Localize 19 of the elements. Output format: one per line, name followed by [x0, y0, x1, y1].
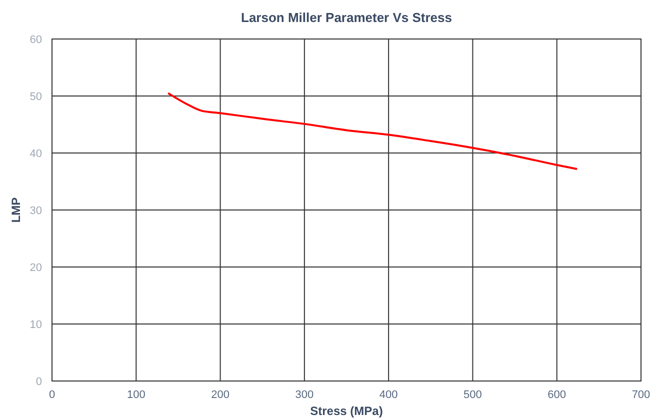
x-axis-title: Stress (MPa) [310, 404, 383, 418]
y-tick-label: 40 [30, 148, 42, 160]
x-tick-label: 700 [632, 389, 650, 401]
y-tick-label: 10 [30, 319, 42, 331]
y-tick-label: 30 [30, 205, 42, 217]
x-tick-label: 500 [464, 389, 482, 401]
chart-title: Larson Miller Parameter Vs Stress [241, 10, 452, 25]
x-tick-label: 300 [295, 389, 314, 401]
y-axis-title: LMP [9, 197, 23, 223]
x-tick-label: 400 [379, 389, 398, 401]
line-series [167, 92, 578, 170]
y-tick-label: 60 [30, 34, 42, 46]
x-tick-label: 0 [48, 389, 56, 401]
y-tick-label: 0 [36, 376, 42, 388]
x-tick-label: 100 [126, 389, 146, 401]
y-tick-label: 20 [30, 262, 42, 274]
x-tick-label: 200 [211, 389, 230, 401]
x-tick-label: 600 [548, 389, 566, 401]
y-tick-label: 50 [30, 91, 42, 103]
